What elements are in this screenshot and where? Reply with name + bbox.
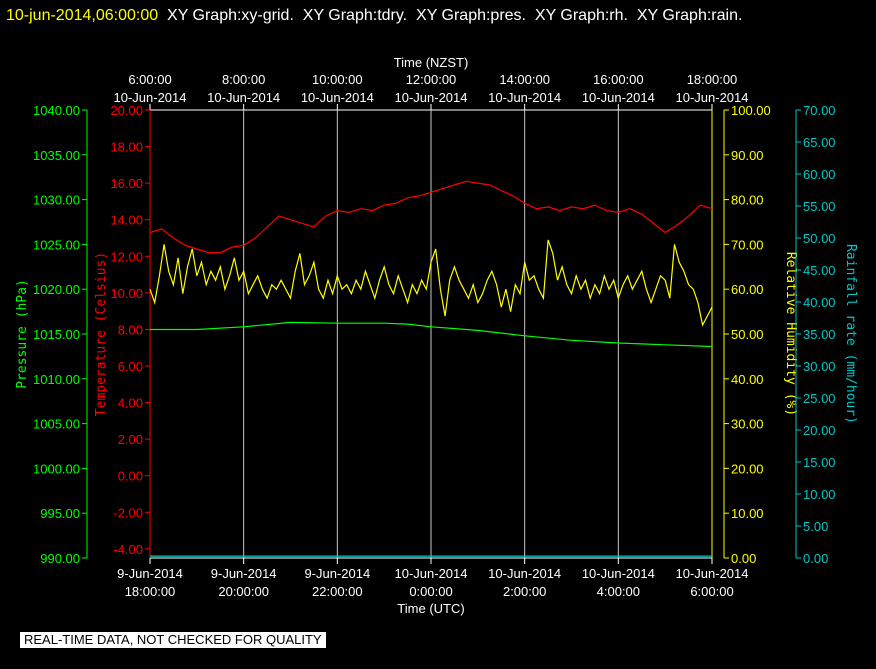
pressure-axis-tick-label: 1030.00	[33, 193, 80, 208]
top-tick-time: 16:00:00	[593, 72, 644, 87]
humidity-axis-tick-label: 20.00	[731, 461, 764, 476]
rain-axis-tick-label: 20.00	[803, 423, 836, 438]
rain-axis-tick-label: 40.00	[803, 295, 836, 310]
temperature-axis-tick-label: 18.00	[110, 140, 143, 155]
graph-label-pres: XY Graph:pres.	[416, 7, 526, 24]
humidity-axis-tick-label: 80.00	[731, 193, 764, 208]
top-tick-date: 10-Jun-2014	[582, 90, 655, 105]
temperature-axis-tick-label: 14.00	[110, 213, 143, 228]
rain-axis-tick-label: 55.00	[803, 199, 836, 214]
top-tick-time: 6:00:00	[128, 72, 171, 87]
pressure-axis-title: Pressure (hPa)	[15, 279, 30, 389]
pressure-axis-tick-label: 1035.00	[33, 148, 80, 163]
pressure-axis-tick-label: 1015.00	[33, 327, 80, 342]
bottom-axis-title: Time (UTC)	[397, 601, 464, 616]
series-pres-line	[150, 321, 713, 348]
rain-axis-tick-label: 10.00	[803, 487, 836, 502]
top-tick-date: 10-Jun-2014	[301, 90, 374, 105]
pressure-axis-tick-label: 1010.00	[33, 372, 80, 387]
humidity-axis-tick-label: 0.00	[731, 551, 756, 566]
pressure-axis-tick-label: 1025.00	[33, 237, 80, 252]
bottom-tick-date: 10-Jun-2014	[676, 566, 749, 581]
rain-axis-tick-label: 0.00	[803, 551, 828, 566]
top-tick-time: 10:00:00	[312, 72, 363, 87]
pressure-axis-tick-label: 1020.00	[33, 282, 80, 297]
graph-label-tdry: XY Graph:tdry.	[302, 7, 408, 24]
graph-header: 10-jun-2014,06:00:00 XY Graph:xy-grid. X…	[6, 2, 870, 30]
bottom-tick-time: 20:00:00	[218, 584, 269, 599]
temperature-axis-tick-label: 0.00	[118, 469, 143, 484]
pressure-axis-tick-label: 990.00	[40, 551, 80, 566]
pressure-axis-tick-label: 995.00	[40, 506, 80, 521]
pressure-axis-tick-label: 1000.00	[33, 461, 80, 476]
bottom-tick-date: 10-Jun-2014	[395, 566, 468, 581]
rain-axis-tick-label: 35.00	[803, 327, 836, 342]
temperature-axis-tick-label: 4.00	[118, 396, 143, 411]
rain-axis-tick-label: 70.00	[803, 103, 836, 118]
rain-axis-tick-label: 15.00	[803, 455, 836, 470]
humidity-axis-tick-label: 30.00	[731, 417, 764, 432]
humidity-axis-tick-label: 100.00	[731, 103, 771, 118]
temperature-axis-tick-label: 6.00	[118, 359, 143, 374]
datetime-label: 10-jun-2014,06:00:00	[6, 7, 159, 24]
humidity-axis-tick-label: 60.00	[731, 282, 764, 297]
rain-axis-tick-label: 30.00	[803, 359, 836, 374]
series-rh-line	[149, 239, 713, 327]
pressure-axis-tick-label: 1040.00	[33, 103, 80, 118]
top-tick-date: 10-Jun-2014	[114, 90, 187, 105]
bottom-tick-time: 6:00:00	[690, 584, 733, 599]
top-tick-date: 10-Jun-2014	[395, 90, 468, 105]
temperature-axis-title: Temperature (Celsius)	[94, 252, 109, 416]
rain-axis-title: Rainfall rate (mm/hour)	[843, 244, 858, 424]
humidity-axis-tick-label: 70.00	[731, 237, 764, 252]
series-tdry-line	[149, 180, 713, 254]
bottom-tick-date: 9-Jun-2014	[117, 566, 183, 581]
bottom-tick-date: 9-Jun-2014	[211, 566, 277, 581]
quality-notice: REAL-TIME DATA, NOT CHECKED FOR QUALITY	[20, 632, 326, 648]
rain-axis-tick-label: 60.00	[803, 167, 836, 182]
bottom-tick-time: 0:00:00	[409, 584, 452, 599]
temperature-axis-tick-label: 16.00	[110, 176, 143, 191]
graph-label-rain: XY Graph:rain.	[636, 7, 743, 24]
temperature-axis-tick-label: 10.00	[110, 286, 143, 301]
top-tick-date: 10-Jun-2014	[488, 90, 561, 105]
bottom-tick-time: 4:00:00	[597, 584, 640, 599]
top-tick-date: 10-Jun-2014	[676, 90, 749, 105]
graph-label-rh: XY Graph:rh.	[534, 7, 628, 24]
bottom-tick-date: 10-Jun-2014	[488, 566, 561, 581]
temperature-axis-tick-label: 2.00	[118, 432, 143, 447]
top-tick-time: 18:00:00	[687, 72, 738, 87]
rain-axis-tick-label: 45.00	[803, 263, 836, 278]
rain-axis-tick-label: 50.00	[803, 231, 836, 246]
humidity-axis-tick-label: 50.00	[731, 327, 764, 342]
temperature-axis-tick-label: 20.00	[110, 103, 143, 118]
top-tick-date: 10-Jun-2014	[207, 90, 280, 105]
bottom-tick-time: 22:00:00	[312, 584, 363, 599]
rain-axis-tick-label: 25.00	[803, 391, 836, 406]
bottom-tick-date: 9-Jun-2014	[304, 566, 370, 581]
temperature-axis-tick-label: -4.00	[113, 542, 143, 557]
humidity-axis-tick-label: 90.00	[731, 148, 764, 163]
bottom-tick-date: 10-Jun-2014	[582, 566, 655, 581]
top-tick-time: 14:00:00	[499, 72, 550, 87]
humidity-axis-tick-label: 10.00	[731, 506, 764, 521]
humidity-axis-tick-label: 40.00	[731, 372, 764, 387]
graph-label-xy-grid: XY Graph:xy-grid.	[167, 7, 294, 24]
rain-axis-tick-label: 65.00	[803, 135, 836, 150]
pressure-axis-tick-label: 1005.00	[33, 417, 80, 432]
rain-axis-tick-label: 5.00	[803, 519, 828, 534]
bottom-tick-time: 18:00:00	[125, 584, 176, 599]
top-tick-time: 8:00:00	[222, 72, 265, 87]
temperature-axis-tick-label: 8.00	[118, 322, 143, 337]
temperature-axis-tick-label: -2.00	[113, 505, 143, 520]
top-axis-title: Time (NZST)	[394, 55, 469, 70]
humidity-axis-title: Relative Humidity (%)	[783, 252, 798, 416]
top-tick-time: 12:00:00	[406, 72, 457, 87]
bottom-tick-time: 2:00:00	[503, 584, 546, 599]
temperature-axis-tick-label: 12.00	[110, 249, 143, 264]
